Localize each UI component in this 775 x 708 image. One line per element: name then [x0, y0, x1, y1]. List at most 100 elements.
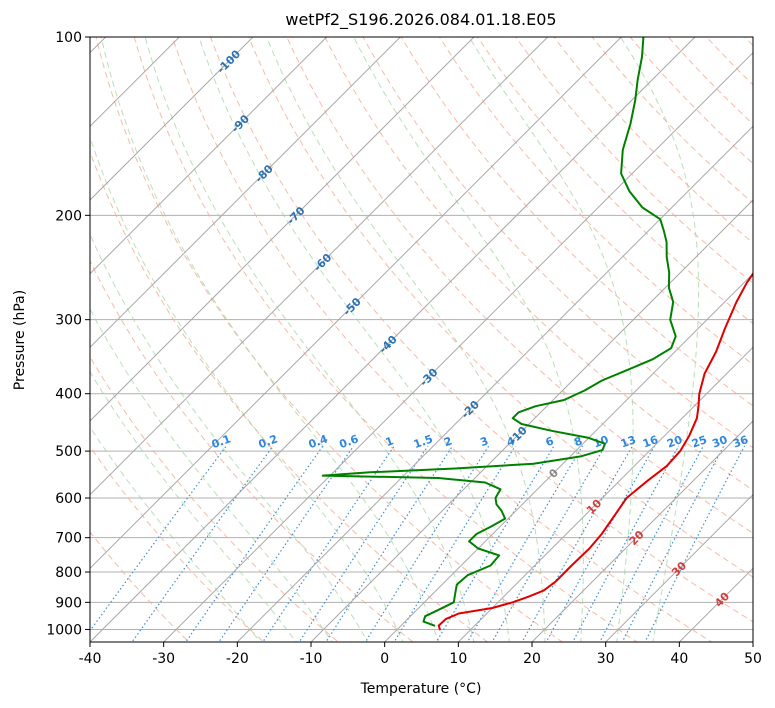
- mixing-ratio-line: [218, 445, 355, 642]
- y-axis-label: Pressure (hPa): [12, 290, 28, 390]
- dry-adiabat-line: [171, 37, 713, 642]
- mixing-ratio-label: 6: [544, 434, 556, 449]
- mixing-ratio-line: [572, 445, 680, 642]
- dry-adiabats: [90, 37, 753, 642]
- y-tick-label: 900: [55, 595, 82, 611]
- x-tick-label: 40: [670, 651, 688, 667]
- moist-adiabat-line: [265, 37, 546, 642]
- mixing-ratio-label: 0.2: [257, 432, 280, 451]
- dry-adiabat-line: [90, 259, 414, 642]
- mixing-ratio-label: 13: [619, 433, 638, 450]
- x-axis: -40 -30 -20 -10 0 10 20 30 40 50: [79, 642, 762, 667]
- isotherm-line: [236, 125, 753, 642]
- mixing-ratio-label: 3: [478, 434, 490, 449]
- dry-adiabat-line: [438, 37, 753, 366]
- isotherm-line: [162, 51, 753, 642]
- mixing-ratio-label: 1.5: [412, 432, 435, 451]
- skewed-isotherms: [90, 37, 753, 642]
- moist-adiabat-line: [144, 37, 475, 642]
- dry-adiabat-line: [248, 37, 753, 578]
- plot-frame: [89, 36, 754, 643]
- mixing-ratio-label: 36: [731, 433, 750, 451]
- x-tick-label: 10: [449, 651, 467, 667]
- mixing-ratio-label: 8: [572, 434, 584, 449]
- y-tick-label: 700: [55, 531, 82, 547]
- dry-adiabat-line: [90, 356, 340, 642]
- mixing-ratio-label: 0.4: [307, 432, 330, 451]
- mixing-ratio-label: 30: [710, 433, 729, 451]
- dry-adiabat-line: [90, 531, 190, 642]
- mixing-ratio-line: [599, 445, 704, 642]
- isotherm-line: [90, 37, 549, 496]
- mixing-ratio-label: 1: [384, 434, 396, 449]
- moist-adiabat-line: [90, 426, 261, 642]
- mixing-ratio-label: 2: [442, 434, 454, 449]
- overlay-labels: 0.1 0.2 0.4 0.6 1 1.5 2 3 4 6 8 10 13 16 20 25 30 36-100-…: [210, 47, 750, 610]
- dry-adiabat-line: [90, 445, 265, 642]
- dry-adiabat-line: [90, 150, 489, 642]
- mixing-ratio-line: [491, 445, 606, 642]
- x-tick-label: 20: [523, 651, 541, 667]
- y-tick-label: 1000: [46, 622, 82, 638]
- mixing-ratio-line: [364, 445, 490, 642]
- y-tick-label: 800: [55, 565, 82, 581]
- isotherm-line: [457, 346, 753, 642]
- isotherm-line: [90, 37, 475, 422]
- mixing-ratio-label: 0.6: [338, 432, 361, 451]
- x-tick-label: 0: [380, 651, 389, 667]
- mixing-ratio-line: [466, 445, 584, 642]
- mixing-ratio-line: [393, 445, 516, 642]
- x-tick-label: -10: [300, 651, 323, 667]
- isotherm-line: [90, 37, 328, 275]
- moist-adiabat-line: [620, 37, 700, 642]
- x-tick-label: -30: [152, 651, 175, 667]
- mixing-ratio-label: 16: [641, 433, 660, 451]
- dry-adiabat-line: [324, 37, 753, 491]
- dry-adiabat-line: [477, 37, 753, 325]
- mixing-ratio-line: [644, 445, 746, 642]
- mixing-ratio-label: 25: [690, 433, 709, 450]
- mixing-ratio-label: 20: [665, 433, 684, 451]
- dry-adiabat-line: [133, 37, 638, 642]
- x-tick-label: -40: [79, 651, 102, 667]
- dry-adiabat-line: [515, 37, 753, 284]
- chart-title: wetPf2_S196.2026.084.01.18.E05: [285, 10, 556, 30]
- dry-adiabat-line: [286, 37, 753, 534]
- y-tick-label: 400: [55, 387, 82, 403]
- mixing-ratio-line: [621, 445, 725, 642]
- moist-adiabat-line: [353, 37, 584, 642]
- isotherm-line: [604, 493, 753, 642]
- isotherm-line: [531, 420, 753, 642]
- isotherm-line: [310, 199, 753, 642]
- mixing-ratio-label: 0.1: [210, 432, 233, 451]
- y-tick-label: 300: [55, 313, 82, 329]
- moist-adiabat-line: [100, 37, 440, 642]
- mixing-ratio-line: [521, 445, 634, 642]
- mixing-ratio-line: [262, 445, 395, 642]
- mixing-ratio-line: [545, 445, 656, 642]
- moist-adiabat-line: [90, 135, 404, 642]
- moist-adiabats: [90, 37, 700, 642]
- mixing-ratio-label: 4: [505, 434, 517, 449]
- isotherm-line: [90, 37, 402, 349]
- y-tick-label: 500: [55, 444, 82, 460]
- isotherm-line: [90, 37, 696, 642]
- isotherm-line: [383, 272, 753, 642]
- x-axis-label: Temperature (°C): [360, 681, 482, 697]
- moist-adiabat-line: [90, 308, 333, 642]
- moist-adiabat-line: [90, 233, 369, 642]
- dry-adiabat-line: [209, 37, 753, 623]
- dewpoint-profile-line: [321, 37, 677, 627]
- moist-adiabat-line: [90, 370, 297, 642]
- x-tick-label: 50: [744, 651, 762, 667]
- y-tick-label: 100: [55, 30, 82, 46]
- y-tick-label: 600: [55, 491, 82, 507]
- isotherm-line: [90, 37, 181, 128]
- isotherm-line: [90, 37, 623, 570]
- x-tick-label: 30: [597, 651, 615, 667]
- y-tick-label: 200: [55, 208, 82, 224]
- x-tick-label: -20: [226, 651, 249, 667]
- moist-adiabat-line: [198, 37, 510, 642]
- y-axis: 100 200 300 400 500 600 700 800 900 1000: [46, 30, 90, 638]
